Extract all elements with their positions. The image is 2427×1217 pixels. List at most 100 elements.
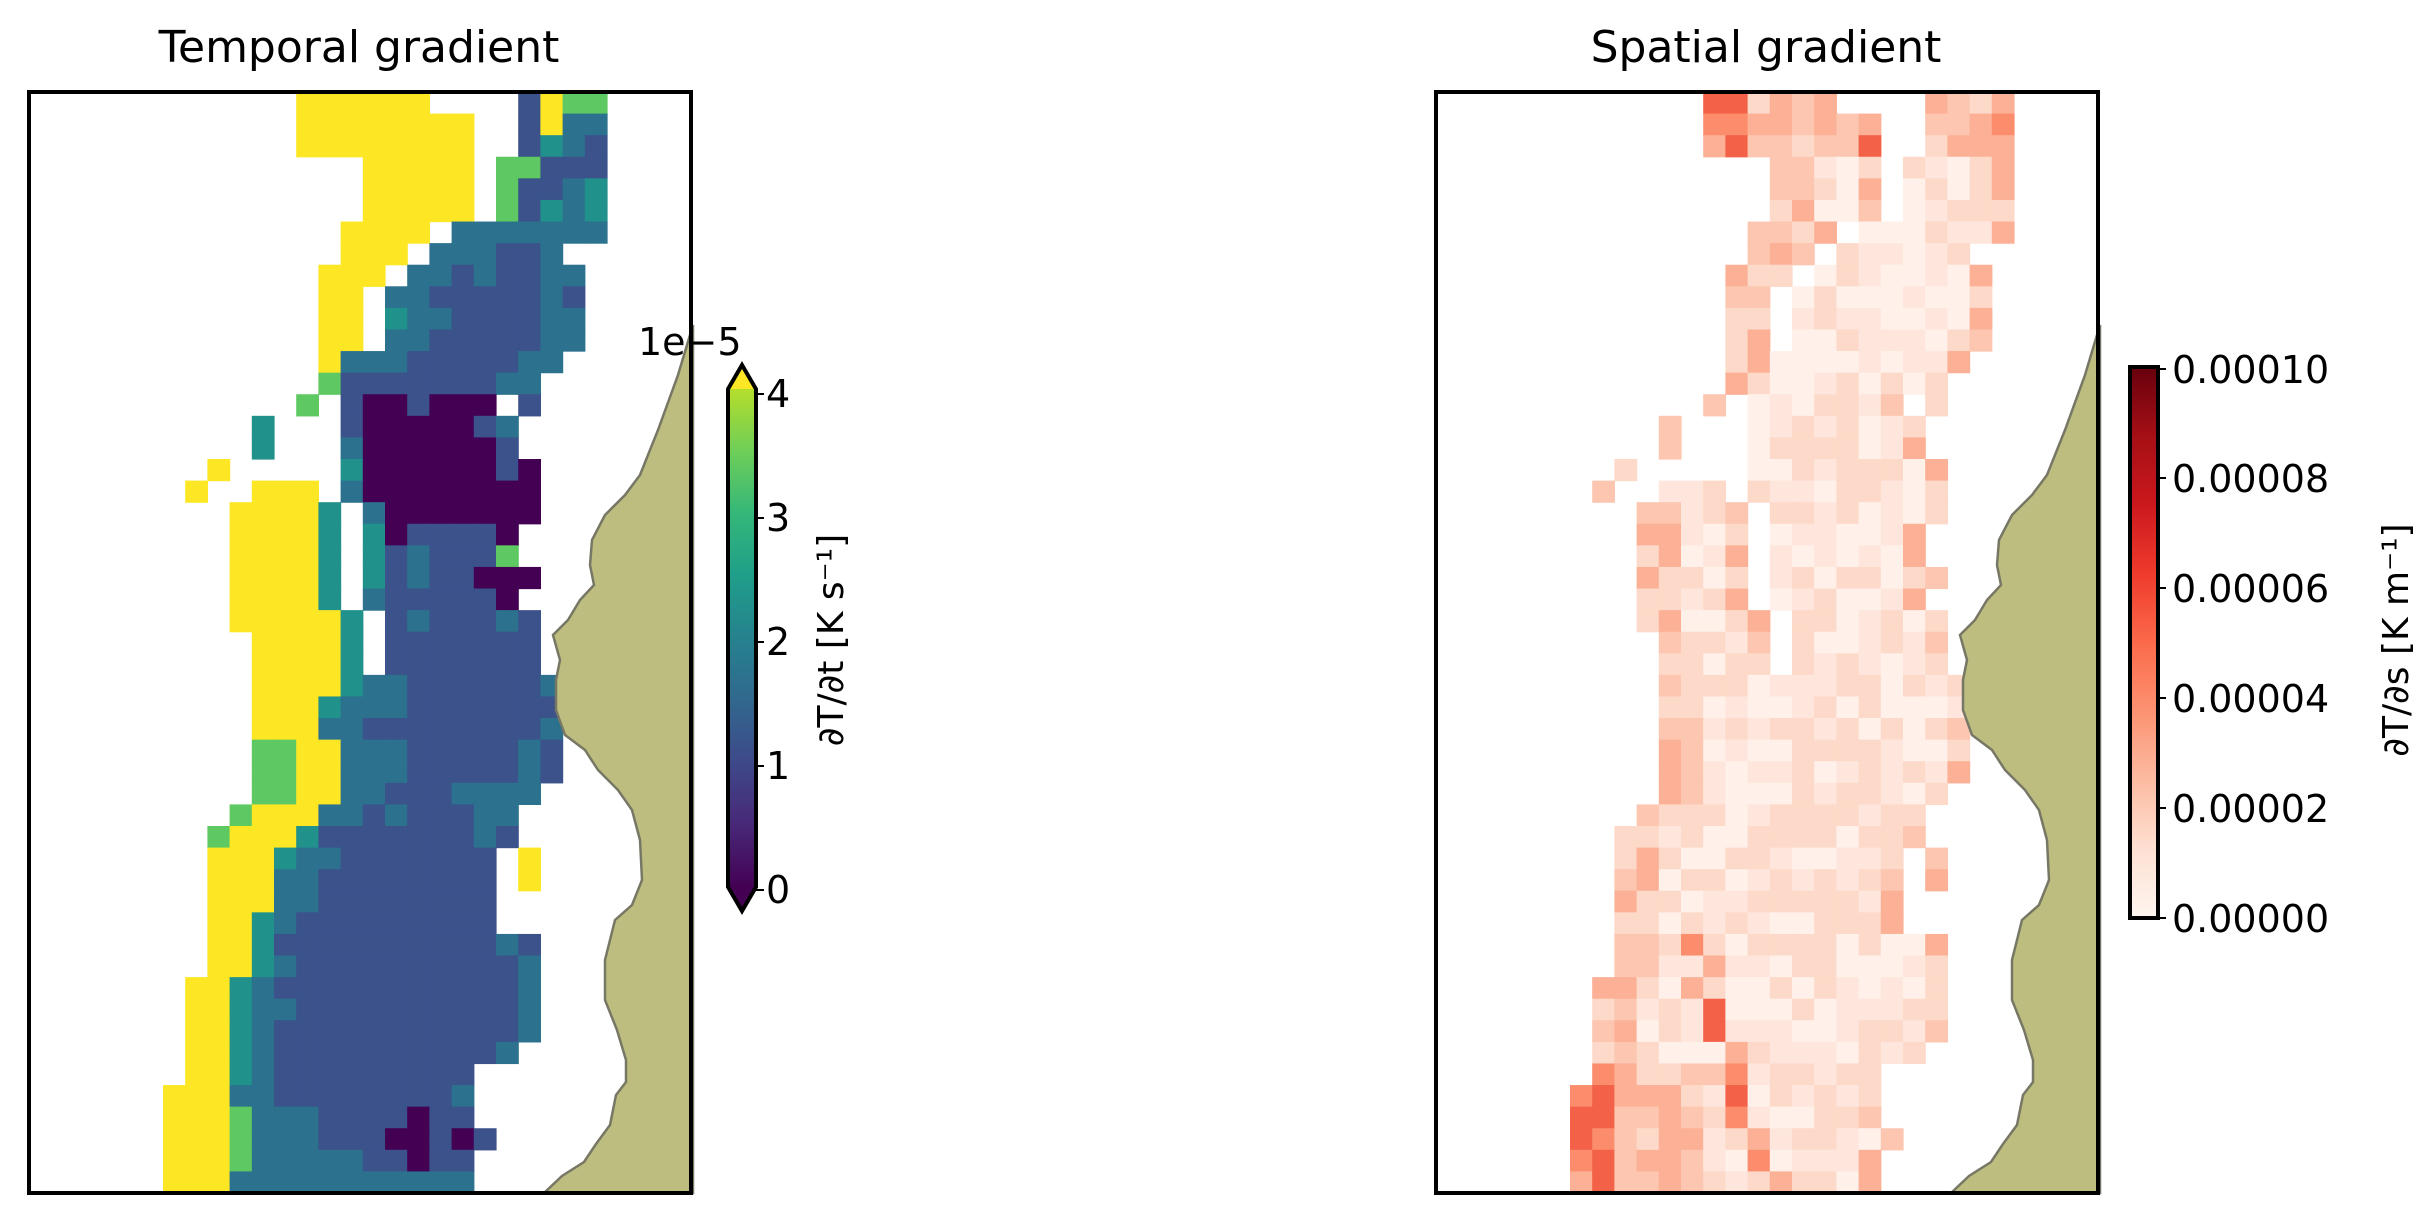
spatial-cell bbox=[1747, 653, 1771, 676]
spatial-cell bbox=[1769, 1106, 1793, 1129]
spatial-cell bbox=[1836, 1106, 1860, 1129]
spatial-cell bbox=[1991, 199, 2015, 223]
temporal-cell bbox=[540, 307, 564, 331]
temporal-cell bbox=[407, 1128, 430, 1151]
spatial-cell bbox=[1703, 826, 1726, 849]
temporal-cell bbox=[385, 437, 408, 460]
temporal-colorbar: 4 3 2 1 0 1e−5 ∂T/∂t [K s⁻¹] bbox=[638, 320, 852, 915]
temporal-cell bbox=[318, 351, 342, 374]
spatial-cell bbox=[1792, 523, 1815, 546]
temporal-cell bbox=[429, 631, 453, 654]
temporal-cell bbox=[385, 156, 408, 179]
spatial-cell bbox=[1658, 1063, 1682, 1086]
temporal-cell bbox=[407, 329, 430, 352]
temporal-cell bbox=[584, 221, 608, 244]
spatial-cell bbox=[1570, 1171, 1593, 1194]
spatial-cell bbox=[1658, 1149, 1682, 1173]
spatial-cell bbox=[1725, 264, 1749, 287]
spatial-cell bbox=[1836, 739, 1860, 762]
spatial-cell bbox=[1747, 631, 1771, 654]
spatial-cell bbox=[1792, 1020, 1815, 1043]
temporal-cell bbox=[451, 329, 475, 352]
spatial-cell bbox=[1925, 955, 1948, 978]
temporal-cell bbox=[451, 804, 475, 827]
spatial-cell bbox=[1592, 1063, 1615, 1086]
temporal-cell bbox=[385, 502, 408, 525]
temporal-cell bbox=[473, 847, 497, 870]
spatial-cell bbox=[1636, 523, 1660, 546]
temporal-cell bbox=[473, 631, 497, 654]
spatial-cell bbox=[1725, 1085, 1749, 1108]
temporal-cell bbox=[407, 221, 430, 244]
temporal-cell bbox=[318, 502, 342, 525]
spatial-cell bbox=[1747, 113, 1771, 136]
spatial-cell bbox=[1903, 545, 1926, 568]
temporal-cell bbox=[318, 847, 342, 870]
spatial-cell bbox=[1725, 933, 1749, 957]
spatial-cell bbox=[1769, 804, 1793, 827]
temporal-cell bbox=[318, 1149, 342, 1173]
spatial-cell bbox=[1814, 869, 1837, 892]
spatial-cell bbox=[1658, 1085, 1682, 1108]
spatial-cell bbox=[1592, 998, 1615, 1021]
spatial-cell bbox=[1858, 329, 1882, 352]
temporal-cell bbox=[518, 761, 541, 784]
spatial-cell bbox=[1814, 933, 1837, 957]
temporal-cell bbox=[296, 631, 319, 654]
spatial-cell bbox=[1792, 890, 1815, 913]
temporal-cell bbox=[429, 394, 453, 417]
temporal-cell bbox=[251, 653, 275, 676]
temporal-cell bbox=[496, 674, 519, 698]
spatial-cell bbox=[1658, 1128, 1682, 1151]
temporal-cell bbox=[451, 437, 475, 460]
spatial-cell bbox=[1836, 480, 1860, 503]
spatial-cell bbox=[1725, 696, 1749, 719]
temporal-cell bbox=[451, 459, 475, 482]
temporal-cell bbox=[518, 113, 541, 136]
temporal-cell bbox=[251, 998, 275, 1021]
spatial-cell bbox=[1858, 502, 1882, 525]
spatial-cell bbox=[1769, 1020, 1793, 1043]
spatial-cell bbox=[1792, 372, 1815, 395]
spatial-cell bbox=[1858, 1063, 1882, 1086]
spatial-cell bbox=[1814, 890, 1837, 913]
temporal-cell bbox=[407, 739, 430, 762]
spatial-cell bbox=[1880, 739, 1904, 762]
temporal-cell bbox=[274, 588, 297, 611]
spatial-cell bbox=[1703, 955, 1726, 978]
temporal-cell bbox=[318, 804, 342, 827]
temporal-cell bbox=[407, 199, 430, 223]
spatial-cell bbox=[1880, 869, 1904, 892]
spatial-cell bbox=[1858, 523, 1882, 546]
temporal-cell bbox=[451, 264, 475, 287]
temporal-cell bbox=[229, 826, 253, 849]
temporal-cell bbox=[429, 761, 453, 784]
spatial-cell bbox=[1658, 977, 1682, 1000]
spatial-cell bbox=[1991, 178, 2015, 201]
temporal-cell bbox=[407, 631, 430, 654]
spatial-cell bbox=[1725, 761, 1749, 784]
spatial-cell bbox=[1792, 178, 1815, 201]
spatial-cell bbox=[1747, 1041, 1771, 1065]
spatial-cell bbox=[1792, 739, 1815, 762]
temporal-cell bbox=[473, 933, 497, 957]
temporal-cell bbox=[274, 933, 297, 957]
spatial-cell bbox=[1769, 264, 1793, 287]
temporal-cell bbox=[362, 92, 386, 115]
spatial-cell bbox=[1858, 156, 1882, 179]
spatial-cell bbox=[1725, 351, 1749, 374]
temporal-cell bbox=[451, 1171, 475, 1194]
spatial-cell bbox=[1925, 653, 1948, 676]
temporal-cell bbox=[296, 696, 319, 719]
temporal-cell bbox=[207, 1041, 231, 1065]
temporal-cell bbox=[518, 718, 541, 741]
spatial-cell bbox=[1703, 653, 1726, 676]
temporal-cell bbox=[251, 1020, 275, 1043]
temporal-cell bbox=[451, 653, 475, 676]
spatial-cell bbox=[1769, 869, 1793, 892]
temporal-cell bbox=[429, 566, 453, 590]
spatial-cell bbox=[1681, 1041, 1704, 1065]
spatial-cell bbox=[1925, 199, 1948, 223]
spatial-title: Spatial gradient bbox=[1591, 22, 1942, 73]
spatial-cell bbox=[1903, 631, 1926, 654]
